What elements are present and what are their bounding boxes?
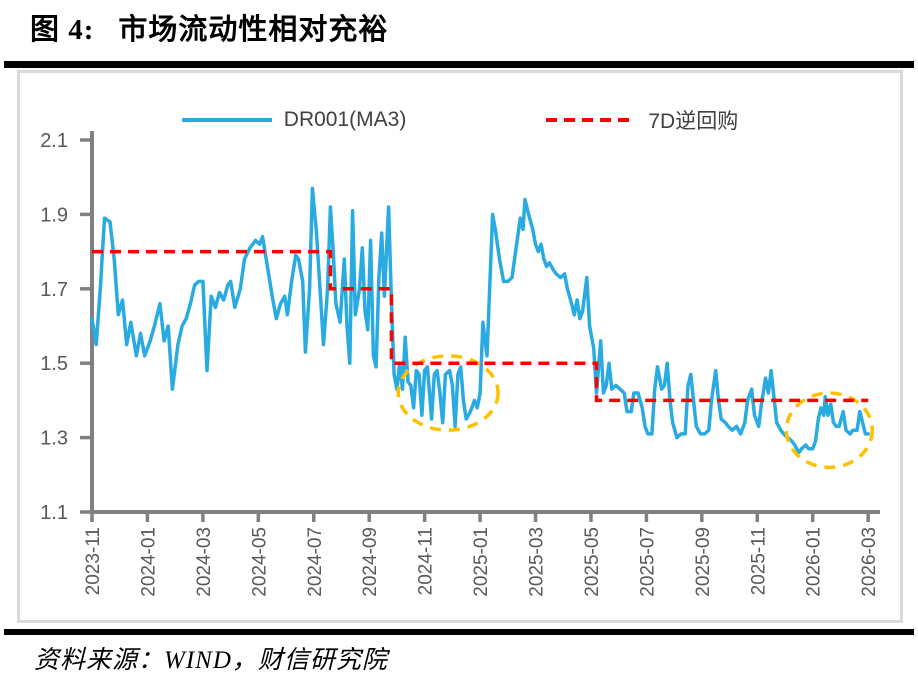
figure-title: 图 4: 市场流动性相对充裕: [30, 6, 388, 48]
x-tick-label: 2025-03: [527, 527, 548, 597]
y-tick-label: 1.5: [40, 353, 68, 375]
y-tick-label: 1.1: [40, 502, 68, 524]
y-tick-label: 1.7: [40, 279, 68, 301]
x-tick-label: 2024-03: [194, 527, 215, 597]
dr001-series-line: [90, 186, 870, 455]
figure-number: 图 4:: [30, 14, 95, 46]
x-tick-label: 2024-07: [305, 527, 326, 597]
highlight-ellipse: [396, 354, 500, 432]
source-note: 资料来源：WIND，财信研究院: [34, 647, 388, 674]
x-tick-label: 2026-01: [804, 527, 825, 597]
x-tick-label: 2024-05: [249, 527, 270, 597]
repo-series-line: [92, 249, 869, 403]
x-tick-label: 2025-07: [637, 527, 658, 597]
x-tick-label: 2025-11: [748, 527, 769, 595]
x-tick-label: 2024-01: [138, 527, 159, 597]
x-tick-label: 2026-03: [859, 527, 880, 597]
bottom-divider: [4, 629, 914, 635]
y-tick-label: 1.9: [40, 204, 68, 226]
x-tick-label: 2025-01: [471, 527, 492, 597]
plot-svg: 1.1 1.3 1.5 1.7 1.9 2.1 2023-11 2024-01 2024-03 2…: [40, 130, 880, 597]
top-divider: [4, 61, 914, 68]
figure-title-text: 市场流动性相对充裕: [118, 14, 389, 46]
x-tick-label: 2024-09: [360, 527, 381, 597]
x-tick-label: 2024-11: [416, 527, 437, 595]
x-tick-label: 2025-09: [693, 527, 714, 597]
x-tick-label: 2023-11: [83, 527, 104, 595]
y-tick-label: 1.3: [40, 428, 68, 450]
y-tick-label: 2.1: [40, 130, 68, 152]
x-tick-label: 2025-05: [582, 527, 603, 597]
chart-container: 1.1 1.3 1.5 1.7 1.9 2.1 2023-11 2024-01 2024-03 2…: [17, 70, 903, 623]
highlight-ellipse: [784, 391, 875, 470]
